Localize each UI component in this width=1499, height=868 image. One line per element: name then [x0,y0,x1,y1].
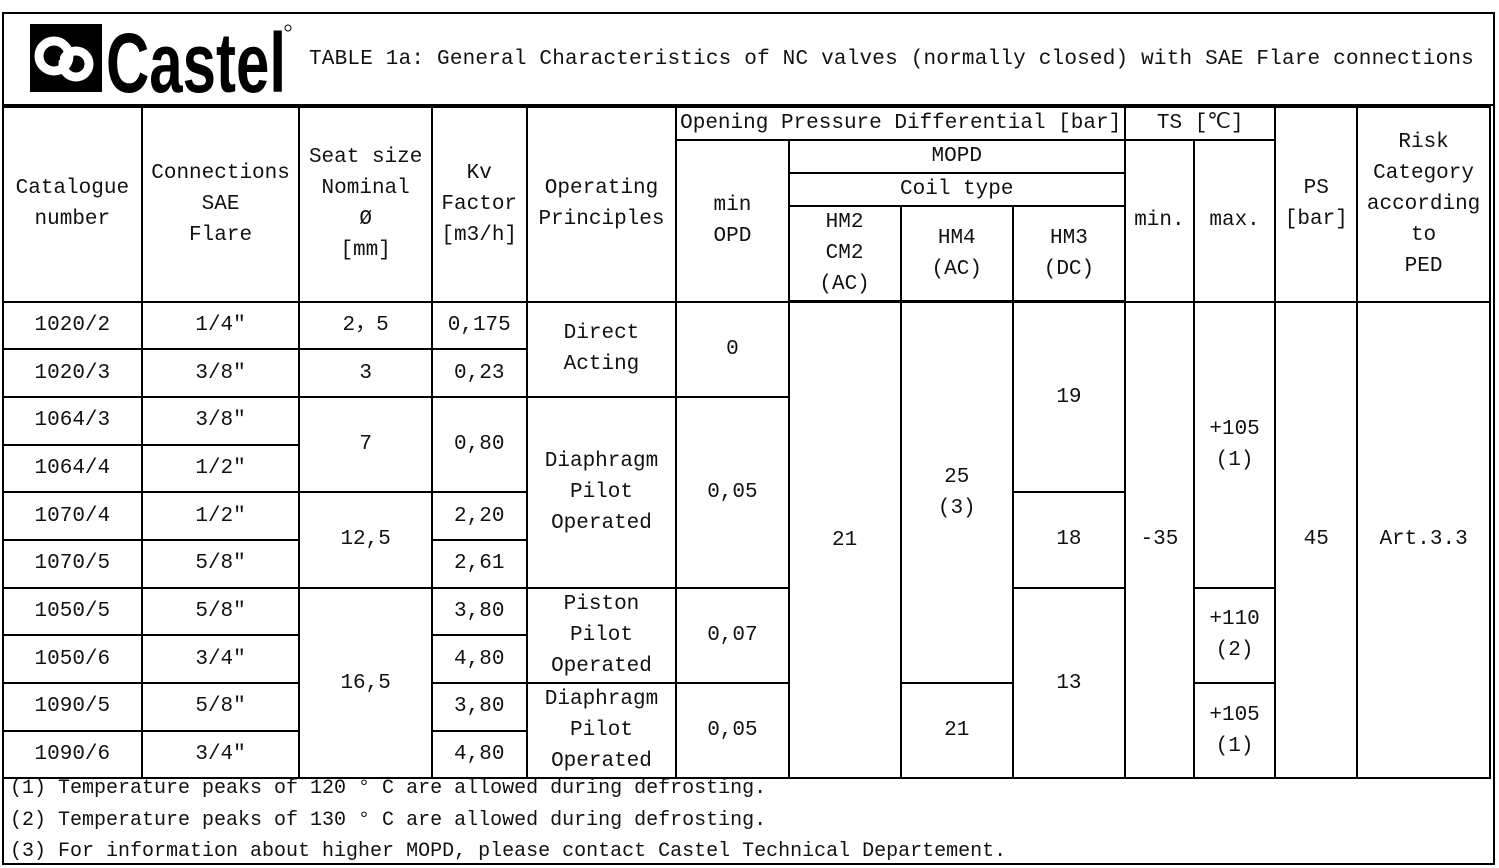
cell-connection: 5/8″ [140,538,301,589]
cell-risk: Art.3.3 [1356,300,1491,780]
cell-ps: 45 [1274,300,1359,780]
cell-seat: 2，5 [298,300,433,351]
cell-catalogue: 1070/4 [2,491,143,541]
cell-kv: 2,20 [430,491,528,541]
header-operating: Operating Principles [525,106,678,303]
header-connections: Connections SAE Flare [140,106,301,303]
header-catalogue: Catalogue number [2,106,143,303]
cell-connection: 3/8″ [140,348,301,398]
footnote: (3) For information about higher MOPD, p… [10,840,1007,863]
cell-connection: 3/8″ [140,395,301,446]
cell-connection: 1/4″ [140,300,301,351]
header-ps: PS [bar] [1274,106,1359,303]
cell-kv: 0,23 [430,348,528,398]
cell-catalogue: 1050/5 [2,586,143,637]
header-kv: Kv Factor [m3/h] [430,106,528,303]
cell-seat: 12,5 [298,491,433,589]
title-bar: Castel TABLE 1a: General Characteristics… [4,14,1493,106]
cell-kv: 4,80 [430,729,528,780]
header-ts: TS [℃] [1124,106,1277,141]
footnote: (2) Temperature peaks of 130 ° C are all… [10,808,767,832]
cell-hm3: 13 [1011,586,1127,780]
cell-min-opd: 0,07 [675,586,790,685]
header-mopd: MOPD [787,139,1127,174]
castel-logo: Castel [30,22,292,100]
cell-min-opd: 0,05 [675,395,790,589]
cell-connection: 1/2″ [140,491,301,541]
cell-kv: 0,175 [430,300,528,351]
header-hm3: HM3 (DC) [1011,205,1127,303]
cell-operating: Diaphragm Pilot Operated [525,395,678,589]
header-min-opd: min OPD [675,139,790,303]
cell-connection: 1/2″ [140,443,301,494]
cell-ts-max: +105 (1) [1192,300,1277,589]
cell-connection: 3/4″ [140,634,301,684]
svg-text:Castel: Castel [106,22,286,100]
cell-min-opd: 0,05 [675,681,790,780]
cell-hm3: 19 [1011,300,1127,494]
valve-characteristics-table: Catalogue number Connections SAE Flare S… [2,106,1491,780]
cell-catalogue: 1064/4 [2,443,143,494]
header-ts-min: min. [1124,139,1195,303]
footnotes: (1) Temperature peaks of 120 ° C are all… [10,773,1006,868]
cell-kv: 4,80 [430,634,528,684]
cell-catalogue: 1090/6 [2,729,143,780]
cell-operating: Direct Acting [525,300,678,398]
footnote: (1) Temperature peaks of 120 ° C are all… [10,777,767,800]
cell-hm3: 18 [1011,491,1127,589]
cell-kv: 2,61 [430,538,528,589]
header-risk: Risk Category according to PED [1356,106,1491,303]
cell-catalogue: 1064/3 [2,395,143,446]
cell-connection: 3/4″ [140,729,301,780]
cell-kv: 3,80 [430,682,528,732]
cell-hm2: 21 [787,300,902,780]
cell-operating: Diaphragm Pilot Operated [525,681,678,780]
cell-operating: Piston Pilot Operated [525,586,678,685]
cell-ts-max: +105 (1) [1192,681,1277,780]
cell-ts-min: -35 [1124,300,1195,780]
header-opd: Opening Pressure Differential [bar] [675,106,1127,141]
cell-connection: 5/8″ [140,586,301,637]
cell-seat: 7 [298,395,433,494]
cell-ts-max: +110 (2) [1192,586,1277,685]
header-coil-type: Coil type [787,172,1127,207]
cell-kv: 0,80 [430,395,528,494]
table-title: TABLE 1a: General Characteristics of NC … [309,48,1474,71]
cell-hm4: 21 [899,681,1014,780]
cell-catalogue: 1090/5 [2,682,143,732]
cell-hm4: 25 (3) [899,300,1014,684]
cell-connection: 5/8″ [140,682,301,732]
cell-seat: 3 [298,348,433,398]
cell-kv: 3,80 [430,586,528,637]
cell-catalogue: 1020/3 [2,348,143,398]
header-seat-size: Seat size Nominal Ø [mm] [298,106,433,303]
cell-catalogue: 1070/5 [2,538,143,589]
header-hm2: HM2 CM2 (AC) [787,205,902,303]
document-frame: Castel TABLE 1a: General Characteristics… [2,12,1495,865]
cell-min-opd: 0 [675,300,790,398]
header-hm4: HM4 (AC) [899,205,1014,303]
cell-catalogue: 1050/6 [2,634,143,684]
header-ts-max: max. [1192,139,1277,303]
cell-seat: 16,5 [298,586,433,780]
cell-catalogue: 1020/2 [2,300,143,351]
